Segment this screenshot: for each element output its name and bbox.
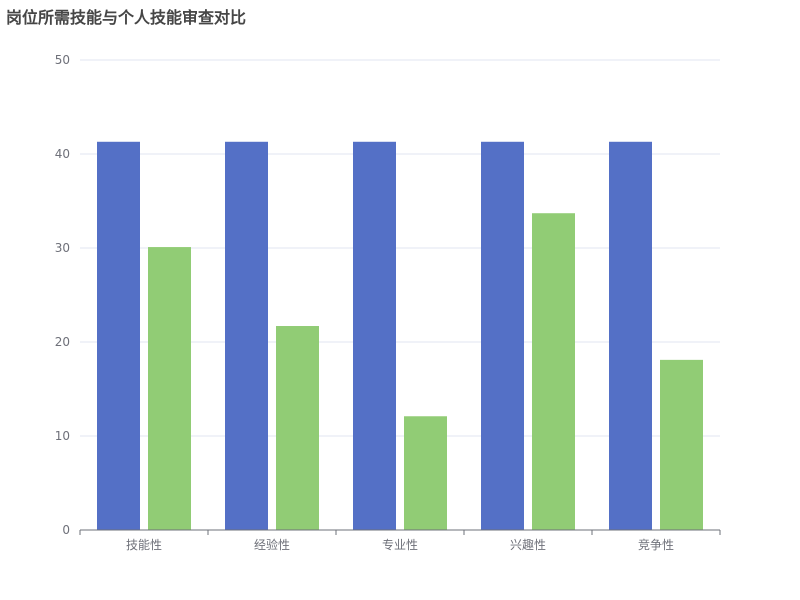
- x-tick-label: 竞争性: [638, 538, 674, 552]
- bar-series-1-4[interactable]: [481, 141, 524, 530]
- x-tick-label: 技能性: [126, 538, 162, 552]
- x-tick-label: 专业性: [382, 537, 418, 552]
- y-tick-label: 0: [62, 523, 70, 537]
- y-tick-label: 50: [55, 53, 70, 67]
- axis-labels: 0 10 20 30 40 50 技能性 经验性 专业性 兴趣性 竞争性: [55, 53, 674, 552]
- bar-series-1-3[interactable]: [353, 141, 396, 530]
- y-tick-label: 40: [55, 147, 70, 161]
- bar-series-2-3[interactable]: [404, 416, 447, 530]
- bar-series-1-5[interactable]: [609, 141, 652, 530]
- x-tick-label: 经验性: [254, 537, 290, 552]
- bar-series-1-1[interactable]: [97, 141, 140, 530]
- bars: [97, 141, 703, 530]
- chart-title: 岗位所需技能与个人技能审查对比: [6, 8, 247, 27]
- bar-series-2-4[interactable]: [532, 213, 575, 530]
- bar-series-1-2[interactable]: [225, 141, 268, 530]
- bar-series-2-1[interactable]: [148, 247, 191, 530]
- axes: [79, 529, 721, 535]
- bar-series-2-2[interactable]: [276, 326, 319, 530]
- y-tick-label: 10: [55, 429, 70, 443]
- bar-series-2-5[interactable]: [660, 359, 703, 530]
- y-tick-label: 30: [55, 241, 70, 255]
- x-tick-label: 兴趣性: [510, 537, 546, 552]
- y-tick-label: 20: [55, 335, 70, 349]
